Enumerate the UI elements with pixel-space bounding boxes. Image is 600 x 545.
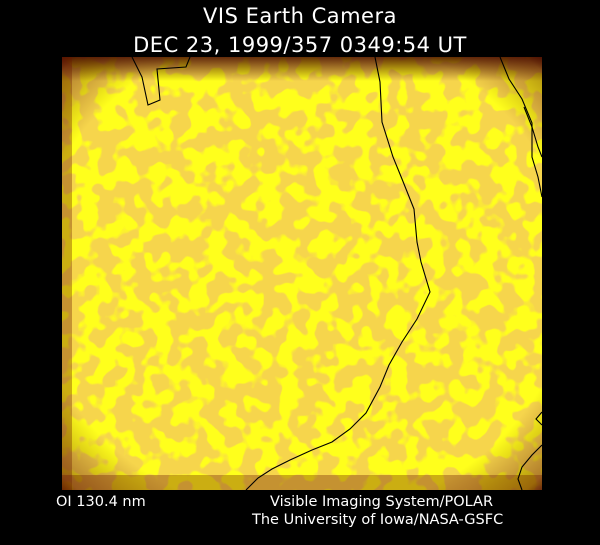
institution-credit: The University of Iowa/NASA-GSFC: [252, 512, 504, 528]
coastline-northeast: [499, 57, 542, 198]
coastline-east-inner: [523, 106, 542, 158]
earth-camera-image: [62, 57, 542, 490]
image-left-edge: [62, 57, 72, 490]
camera-title: VIS Earth Camera: [203, 4, 397, 28]
image-bottom-edge: [62, 475, 542, 490]
filter-wavelength-label: OI 130.4 nm: [56, 494, 146, 510]
coastline-central: [245, 57, 431, 490]
instrument-credit: Visible Imaging System/POLAR: [270, 494, 494, 510]
coastline-overlay: [131, 57, 542, 490]
coastline-northwest: [131, 57, 191, 106]
observation-timestamp: DEC 23, 1999/357 0349:54 UT: [133, 33, 467, 57]
image-vignette: [62, 57, 542, 490]
coastline-southeast: [517, 411, 542, 490]
